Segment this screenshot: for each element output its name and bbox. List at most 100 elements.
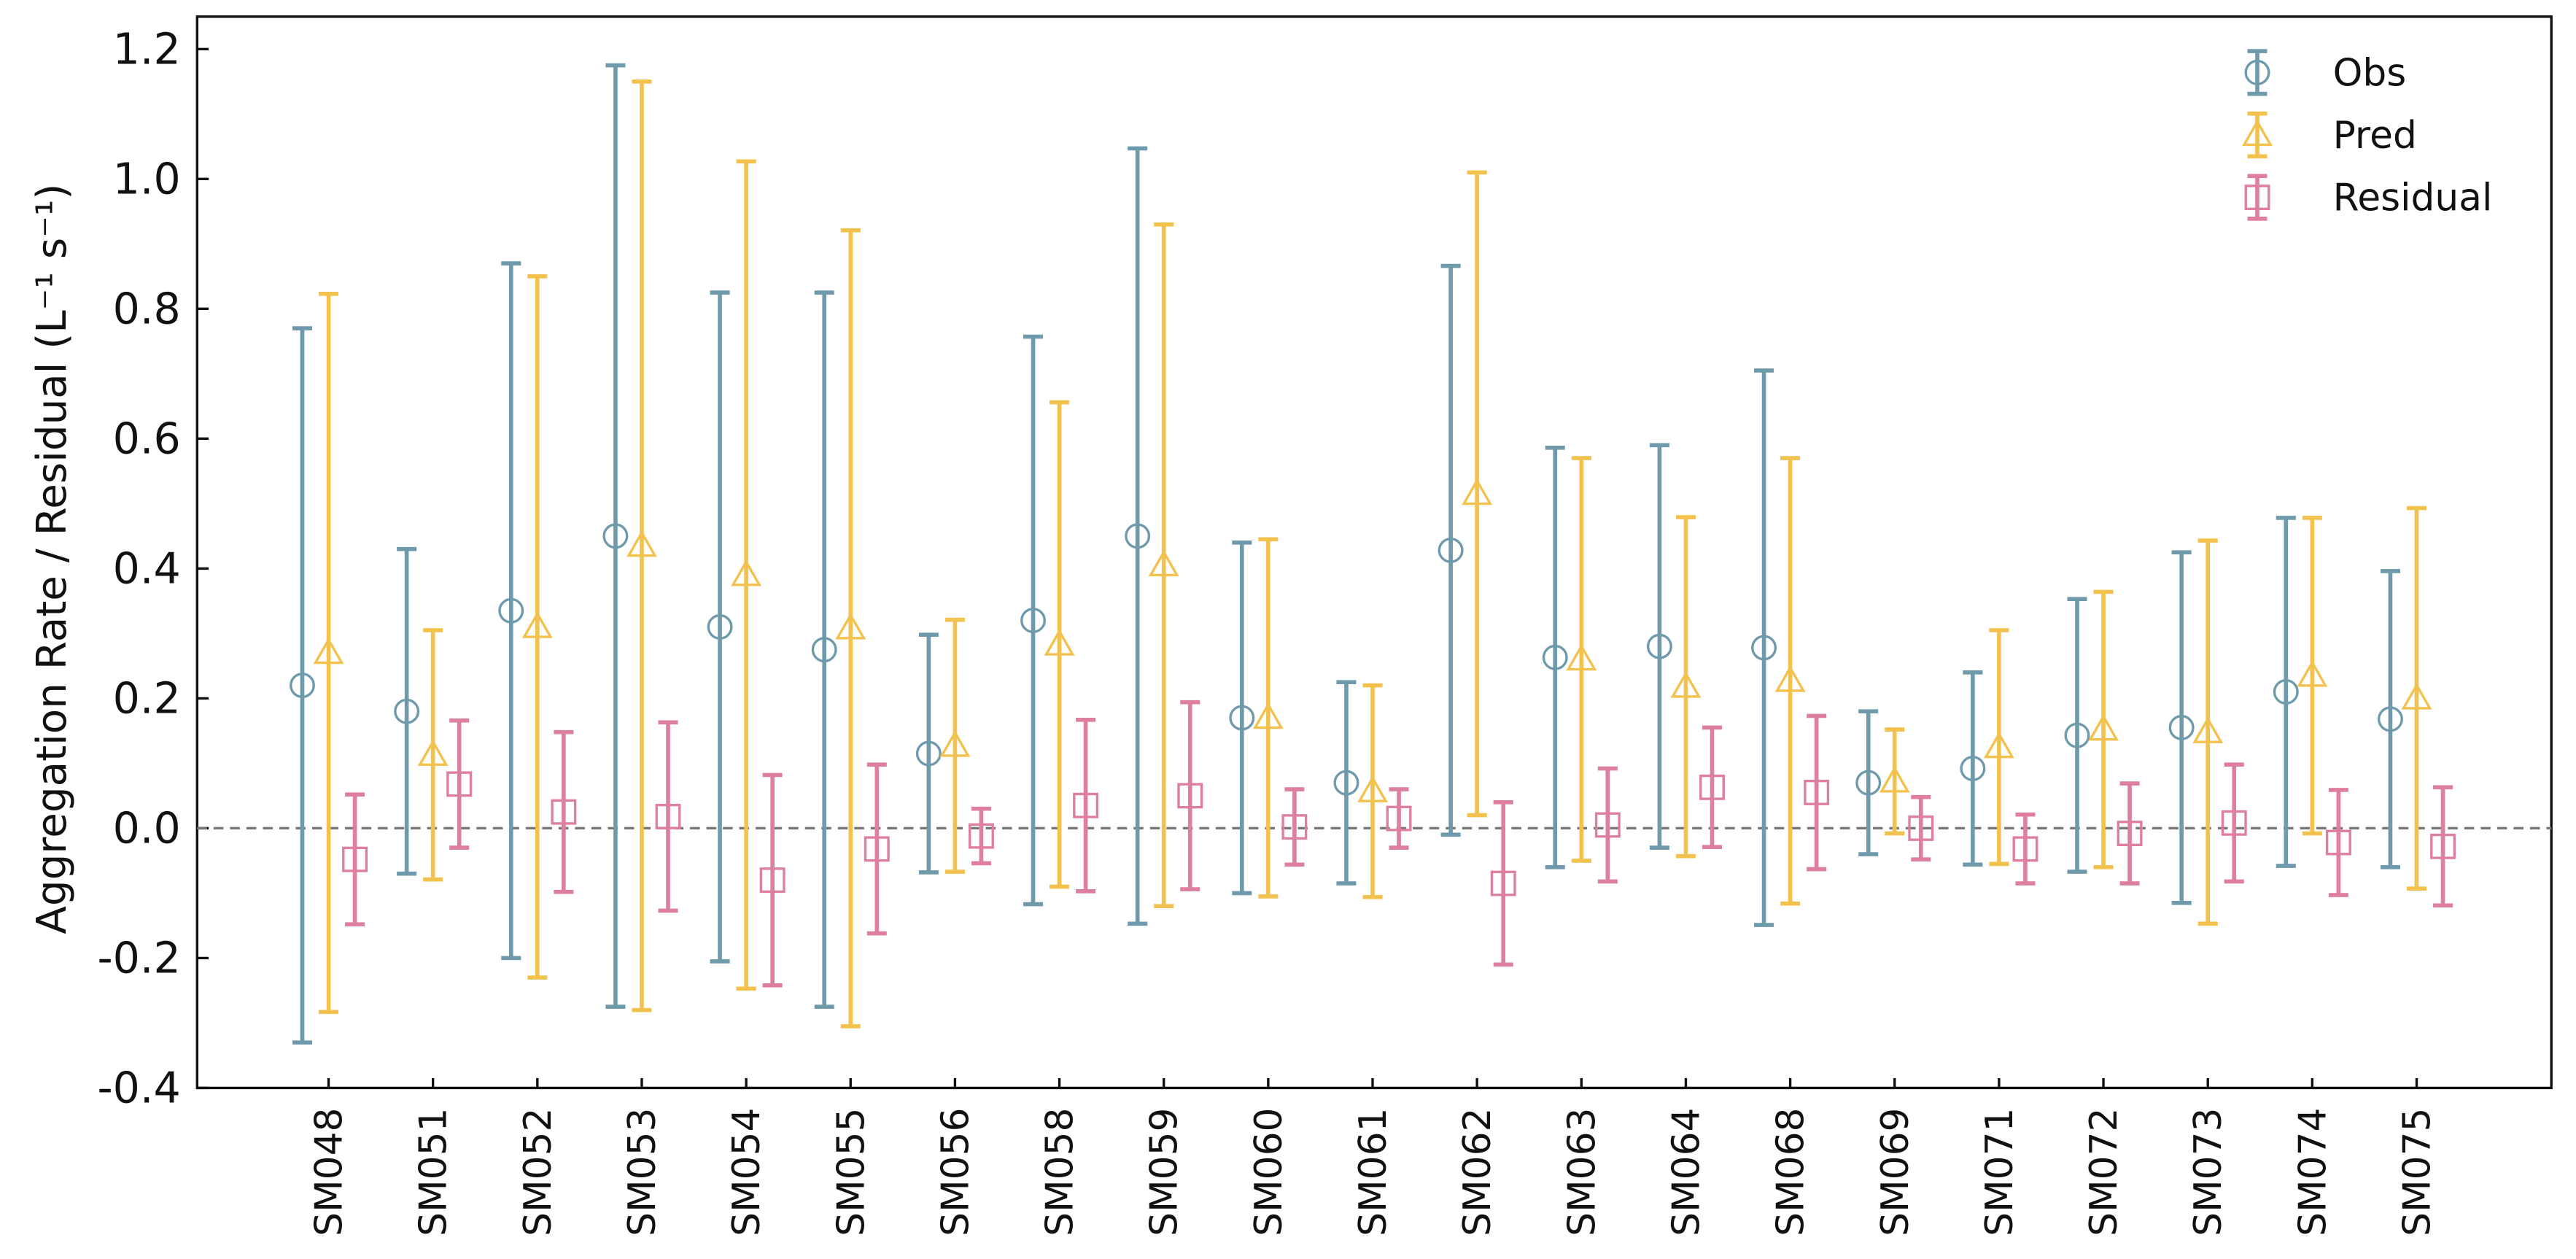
error-bar <box>2380 569 2400 869</box>
error-bar <box>1702 725 1723 850</box>
error-bar <box>2119 781 2140 886</box>
error-bar <box>658 720 678 913</box>
error-bar <box>1128 146 1148 926</box>
x-tick-label: SM052 <box>516 1107 560 1236</box>
legend-label: Obs <box>2333 51 2407 95</box>
error-bar <box>971 806 991 866</box>
marker <box>1125 523 1151 549</box>
marker <box>864 836 890 862</box>
marker <box>551 799 577 825</box>
x-tick-label: SM073 <box>2187 1107 2230 1236</box>
x-tick-label: SM063 <box>1560 1107 1604 1236</box>
marker <box>1020 608 1046 634</box>
marker <box>811 637 837 663</box>
marker <box>1177 783 1203 809</box>
error-bar <box>1807 713 1827 872</box>
error-bar <box>1754 368 1774 927</box>
marker <box>2064 722 2090 748</box>
error-bar <box>1493 800 1513 967</box>
error-bar <box>2406 505 2427 891</box>
x-tick-label: SM055 <box>829 1107 873 1236</box>
marker <box>1908 815 1934 841</box>
error-bar <box>1780 456 1801 906</box>
error-bar <box>1911 794 1931 861</box>
error-bar <box>2015 812 2036 886</box>
error-bar <box>944 617 965 874</box>
y-tick-label: 0.8 <box>113 284 181 334</box>
error-bar <box>2433 785 2453 908</box>
marker <box>1044 629 1075 656</box>
marker <box>498 597 524 624</box>
error-bar <box>1284 787 1305 867</box>
error-bar <box>345 792 365 926</box>
marker <box>1333 770 1359 796</box>
error-bar <box>1023 334 1044 907</box>
legend-marker <box>2244 59 2270 85</box>
marker <box>835 612 866 640</box>
error-bar <box>1440 263 1461 837</box>
marker <box>968 823 994 849</box>
y-tick-label: 0.2 <box>113 674 181 724</box>
x-tick-label: SM075 <box>2396 1107 2440 1236</box>
error-bar <box>605 63 626 1010</box>
x-tick-label: SM061 <box>1351 1107 1395 1236</box>
y-tick-label: 1.2 <box>113 25 181 74</box>
error-bar <box>2328 788 2348 897</box>
error-bar <box>1389 787 1409 850</box>
marker <box>1774 665 1806 692</box>
legend-label: Residual <box>2333 177 2493 220</box>
marker <box>1879 765 1910 793</box>
marker <box>521 611 553 638</box>
marker <box>655 803 681 829</box>
x-tick-label: SM059 <box>1143 1107 1187 1236</box>
error-bar <box>1989 628 2009 867</box>
error-bar <box>2171 550 2192 905</box>
x-tick-label: SM054 <box>725 1107 769 1236</box>
x-tick-label: SM064 <box>1664 1107 1708 1236</box>
error-bar <box>318 292 339 1015</box>
error-bar <box>1154 222 1174 909</box>
marker <box>1960 756 1986 781</box>
error-bar <box>2093 589 2114 869</box>
error-bar <box>1362 683 1383 899</box>
error-bar <box>501 261 521 961</box>
x-tick-label: SM053 <box>621 1107 664 1236</box>
error-bar <box>1649 443 1669 850</box>
marker <box>2221 810 2247 836</box>
error-bar <box>632 79 652 1012</box>
error-bar <box>840 228 861 1028</box>
marker <box>1148 549 1179 577</box>
error-bar <box>1467 170 1487 818</box>
error-bar <box>710 290 730 964</box>
error-bar <box>1597 766 1618 884</box>
x-tick-label: SM058 <box>1039 1107 1082 1236</box>
error-bar <box>1675 515 1696 859</box>
marker <box>1670 670 1702 698</box>
marker <box>1386 805 1412 832</box>
x-tick-label: SM068 <box>1769 1107 1813 1236</box>
marker <box>1252 702 1284 729</box>
y-tick-label: -0.4 <box>98 1064 181 1113</box>
error-bar <box>2302 516 2322 836</box>
error-bar <box>1076 717 1096 894</box>
error-bar <box>1545 446 1565 869</box>
error-bar <box>1885 727 1905 836</box>
marker <box>707 614 733 640</box>
error-bar <box>1571 456 1591 863</box>
marker <box>394 698 420 724</box>
x-tick-label: SM062 <box>1456 1107 1500 1236</box>
x-tick-label: SM048 <box>308 1107 352 1236</box>
error-bar <box>1180 700 1200 891</box>
marker <box>313 637 344 665</box>
marker <box>1566 643 1597 671</box>
marker <box>731 559 762 586</box>
x-tick-label: SM051 <box>412 1107 456 1236</box>
error-bar <box>814 290 834 1010</box>
error-bar <box>527 274 548 980</box>
error-bar <box>1858 709 1879 856</box>
marker <box>2088 713 2119 741</box>
error-bar <box>292 326 312 1045</box>
marker <box>1751 635 1777 661</box>
marker <box>2297 659 2328 687</box>
